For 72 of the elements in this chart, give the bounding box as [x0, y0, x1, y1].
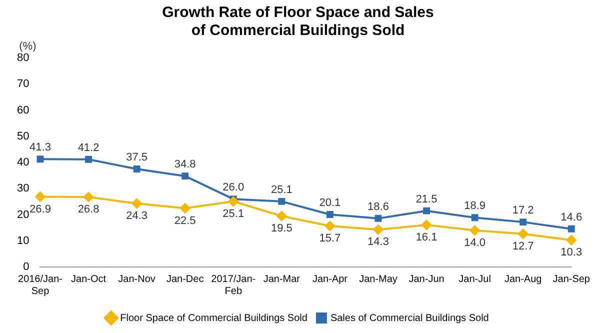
data-label: 10.3: [560, 246, 582, 259]
data-label: 37.5: [126, 152, 148, 164]
x-tick-label: Jan-Mar: [263, 274, 301, 285]
data-label: 19.5: [270, 222, 292, 235]
point: [423, 207, 430, 214]
data-label: 25.1: [270, 184, 292, 196]
legend-label: Floor Space of Commercial Buildings Sold: [120, 312, 308, 324]
point: [228, 196, 238, 206]
point: [566, 235, 576, 246]
point: [471, 214, 478, 222]
point: [520, 218, 527, 226]
data-label: 25.1: [222, 208, 244, 220]
point: [470, 225, 480, 236]
point: [324, 220, 335, 231]
point: [518, 228, 528, 239]
data-label: 20.1: [319, 197, 341, 210]
x-tick-label: 2017/Jan-Feb: [211, 274, 256, 297]
legend-label: Sales of Commercial Buildings Sold: [330, 312, 489, 324]
data-label: 18.9: [464, 200, 486, 212]
data-label: 21.5: [416, 193, 438, 206]
point: [85, 156, 92, 163]
data-label: 12.7: [512, 240, 534, 252]
x-tick-label: Jan-Sep: [552, 274, 590, 285]
data-label: 18.6: [368, 200, 389, 213]
point: [373, 224, 384, 235]
point: [36, 156, 44, 163]
point: [132, 198, 142, 209]
x-tick-label: Jan-Dec: [166, 274, 204, 285]
x-tick-label: Jan-Jun: [408, 274, 444, 285]
point: [422, 220, 432, 230]
x-tick-label: 2016/Jan-Sep: [18, 274, 62, 297]
data-label: 41.2: [78, 142, 100, 154]
data-label: 26.0: [222, 182, 244, 194]
x-tick-label: Jan-May: [359, 274, 398, 285]
y-tick-label: 80: [16, 52, 30, 64]
x-tick-label: Jan-Apr: [312, 274, 348, 285]
x-tick-label: Jan-Nov: [118, 274, 156, 285]
data-label: 14.3: [368, 236, 389, 248]
y-tick-label: 40: [16, 156, 30, 169]
y-tick-label: 0: [23, 261, 30, 274]
data-label: 26.8: [78, 204, 100, 216]
y-tick-label: 70: [16, 78, 30, 90]
y-tick-label: 60: [16, 104, 30, 116]
data-label: 15.7: [319, 232, 341, 245]
x-tick-label: Jan-Jul: [458, 274, 491, 285]
point: [182, 172, 189, 180]
point: [374, 214, 382, 222]
point: [568, 225, 575, 232]
point: [276, 211, 287, 222]
x-tick-label: Jan-Oct: [71, 274, 106, 285]
data-label: 17.2: [512, 204, 534, 217]
data-label: 24.3: [126, 210, 148, 222]
y-tick-label: 50: [16, 130, 30, 142]
data-label: 41.3: [30, 142, 51, 154]
chart-title: Growth Rate of Floor Space and Sales of Commercial Buildings Sold: [162, 4, 434, 40]
point: [133, 166, 140, 173]
point: [35, 192, 46, 202]
point: [326, 211, 334, 218]
y-tick-label: 10: [16, 234, 30, 247]
y-tick-label: 30: [16, 182, 30, 195]
data-label: 22.5: [174, 214, 196, 227]
data-label: 14.0: [464, 236, 486, 249]
point: [278, 198, 286, 205]
x-tick-label: Jan-Aug: [504, 274, 542, 285]
data-label: 14.6: [560, 211, 582, 224]
y-tick-label: 20: [16, 208, 30, 221]
point: [84, 192, 94, 202]
y-axis-title: (%): [19, 40, 36, 53]
point: [180, 203, 190, 214]
data-label: 16.1: [416, 231, 438, 244]
data-label: 26.9: [30, 203, 51, 216]
data-label: 34.8: [174, 158, 196, 171]
